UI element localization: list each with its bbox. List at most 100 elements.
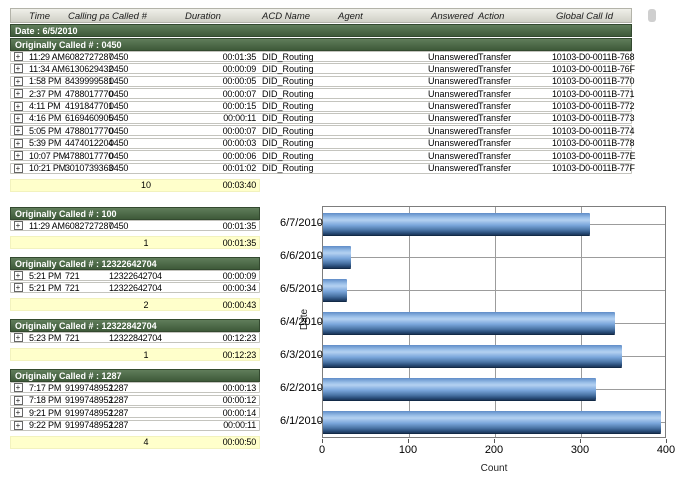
chart-y-tick-mark — [318, 421, 322, 423]
cell-called-number: 0450 — [109, 150, 129, 161]
expand-icon[interactable]: + — [13, 420, 23, 430]
chart-horizontal-gridline — [323, 256, 665, 258]
header-answered: Answered — [431, 11, 474, 22]
cell-acd-name: DID_Routing — [262, 138, 314, 149]
expand-icon[interactable]: + — [13, 52, 23, 61]
cell-time: 1:58 PM — [29, 76, 62, 87]
summary-total-duration: 00:00:43 — [222, 299, 257, 310]
expand-icon[interactable]: + — [13, 138, 23, 148]
cell-time: 5:21 PM — [29, 270, 62, 281]
cell-action: Transfer — [478, 113, 512, 124]
chart-category-label: 6/7/2010 — [280, 216, 323, 229]
cell-time: 4:16 PM — [29, 113, 62, 124]
cell-duration: 00:00:07 — [222, 88, 257, 99]
grouped-sections-column: Originally Called # : 100 + 11:29 AM 608… — [10, 207, 260, 457]
cell-time: 9:22 PM — [29, 420, 62, 431]
call-report-table: Time Calling party # Called # Duration A… — [10, 8, 636, 192]
expand-icon[interactable]: + — [13, 283, 23, 293]
cell-time: 11:29 AM — [29, 51, 65, 62]
originally-called-group-header: Originally Called # : 12322642704 — [10, 257, 260, 270]
expand-icon[interactable]: + — [13, 64, 23, 74]
cell-calling-party: 3010739363 — [65, 163, 114, 174]
expand-icon[interactable]: + — [13, 151, 23, 161]
cell-time: 11:34 AM — [29, 63, 65, 74]
expand-icon[interactable]: + — [13, 76, 23, 86]
chart-bar — [323, 345, 623, 368]
expand-icon[interactable]: + — [13, 383, 23, 393]
expand-icon[interactable]: + — [13, 408, 23, 418]
cell-time: 7:17 PM — [29, 382, 62, 393]
cell-answered: Unanswered — [428, 51, 479, 62]
cell-called-number: 0450 — [109, 163, 129, 174]
cell-called-number: 1287 — [109, 420, 129, 431]
group-summary-row: 1 00:12:23 — [10, 348, 260, 362]
cell-calling-party: 4191847701 — [65, 101, 114, 112]
header-action: Action — [478, 11, 505, 22]
originally-called-group-header: Originally Called # : 12322842704 — [10, 319, 260, 333]
group-rows: + 5:21 PM 721 12322642704 00:00:09 + 5:2… — [10, 270, 260, 294]
cell-called-number: 1287 — [109, 382, 129, 393]
header-agent: Agent — [338, 11, 363, 22]
cell-acd-name: DID_Routing — [262, 125, 314, 136]
chart-x-tick-label: 200 — [484, 444, 504, 456]
expand-icon[interactable]: + — [13, 89, 23, 99]
cell-acd-name: DID_Routing — [262, 76, 314, 87]
cell-calling-party: 4788017770 — [65, 125, 114, 136]
cell-action: Transfer — [478, 63, 512, 74]
summary-total-duration: 00:03:40 — [222, 180, 257, 191]
scrollbar-thumb[interactable] — [648, 9, 656, 22]
chart-x-tick-mark — [666, 439, 667, 443]
cell-called-number: 0450 — [109, 51, 129, 62]
cell-time: 10:21 PM — [29, 163, 66, 174]
cell-called-number: 0450 — [109, 101, 129, 112]
cell-action: Transfer — [478, 163, 512, 174]
table-row: + 4:16 PM 6169460905 0450 00:00:11 DID_R… — [10, 112, 634, 124]
chart-plot-area — [322, 206, 666, 438]
cell-time: 10:07 PM — [29, 150, 66, 161]
expand-icon[interactable]: + — [13, 101, 23, 111]
header-acd-name: ACD Name — [262, 11, 311, 22]
cell-called-number: 12322842704 — [109, 332, 162, 343]
cell-called-number: 0450 — [109, 76, 129, 87]
summary-call-count: 4 — [143, 437, 149, 448]
cell-called-number: 12322642704 — [109, 282, 162, 293]
cell-duration: 00:00:15 — [222, 101, 257, 112]
cell-acd-name: DID_Routing — [262, 51, 314, 62]
cell-calling-party: 9199748952 — [65, 382, 114, 393]
chart-horizontal-gridline — [323, 289, 665, 291]
cell-global-call-id: 10103-D0-0011B-774 — [552, 125, 635, 136]
cell-called-number: 0450 — [109, 125, 129, 136]
cell-answered: Unanswered — [428, 138, 479, 149]
table-row: + 11:34 AM 6130629432 0450 00:00:09 DID_… — [10, 63, 635, 75]
table-row: + 10:07 PM 4788017770 0450 00:00:06 DID_… — [10, 150, 636, 162]
cell-time: 5:39 PM — [29, 138, 62, 149]
cell-answered: Unanswered — [428, 76, 479, 87]
table-row: + 10:21 PM 3010739363 0450 00:01:02 DID_… — [10, 162, 635, 174]
expand-icon[interactable]: + — [13, 126, 23, 136]
header-time: Time — [29, 11, 51, 22]
chart-category-label: 6/3/2010 — [280, 349, 323, 362]
chart-x-tick-mark — [408, 439, 409, 443]
originally-called-group-section: Originally Called # : 1287 + 7:17 PM 919… — [10, 369, 260, 449]
main-group-rows: + 11:29 AM 6082727287 0450 00:01:35 DID_… — [10, 51, 636, 174]
expand-icon[interactable]: + — [13, 395, 23, 405]
originally-called-group-header: Originally Called # : 0450 — [10, 38, 632, 51]
chart-category-label: 6/1/2010 — [280, 415, 323, 428]
cell-calling-party: 8439999581 — [65, 76, 114, 87]
cell-global-call-id: 10103-D0-0011B-778 — [552, 138, 635, 149]
cell-calling-party: 4474012204 — [65, 138, 114, 149]
table-row: + 5:21 PM 721 12322642704 00:00:34 — [10, 282, 260, 294]
expand-icon[interactable]: + — [13, 271, 23, 280]
cell-action: Transfer — [478, 88, 512, 99]
cell-duration: 00:00:09 — [222, 63, 257, 74]
expand-icon[interactable]: + — [13, 333, 23, 343]
table-row: + 1:58 PM 8439999581 0450 00:00:05 DID_R… — [10, 75, 634, 87]
cell-global-call-id: 10103-D0-0011B-77E — [552, 150, 636, 161]
cell-duration: 00:01:35 — [222, 51, 257, 62]
chart-category-label: 6/5/2010 — [280, 282, 323, 295]
cell-calling-party: 9199748952 — [65, 420, 114, 431]
expand-icon[interactable]: + — [13, 163, 23, 173]
expand-icon[interactable]: + — [13, 113, 23, 123]
chart-x-tick-label: 300 — [570, 444, 590, 456]
expand-icon[interactable]: + — [13, 221, 23, 230]
